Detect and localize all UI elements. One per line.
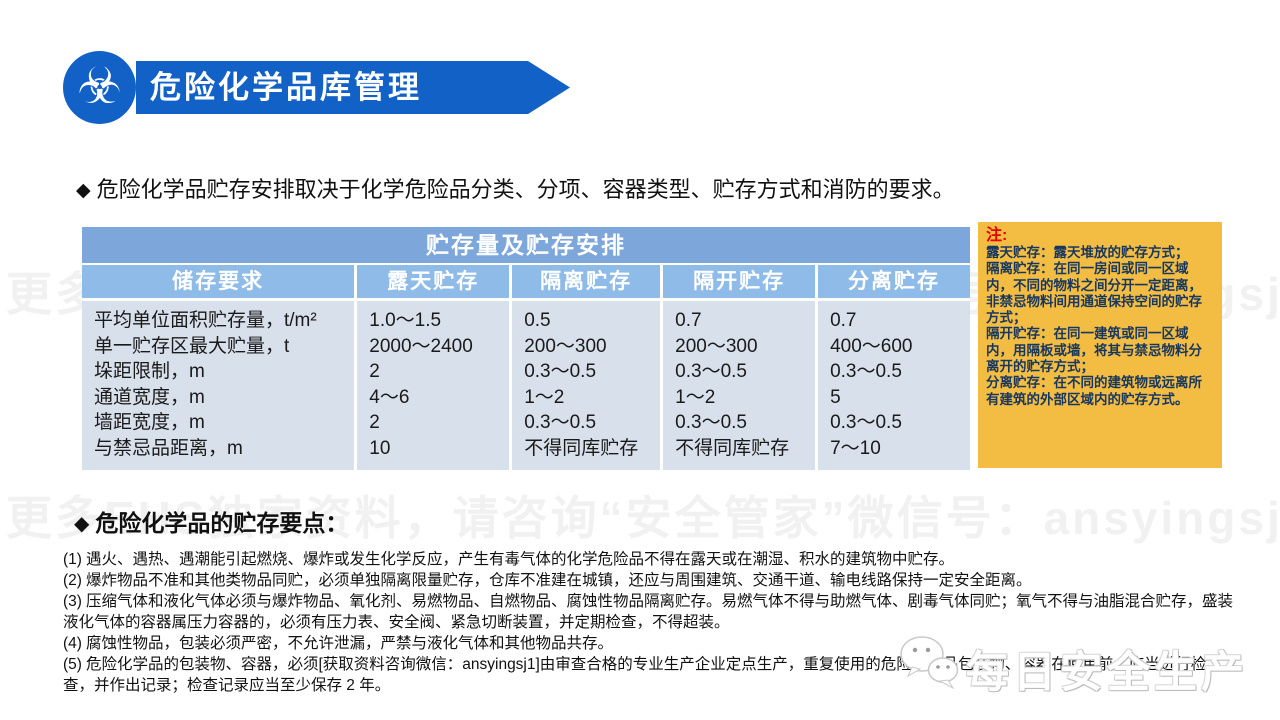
list-item: (2) 爆炸物品不准和其他类物品同贮，必须单独隔离限量贮存，仓库不准建在城镇，还应… xyxy=(63,570,1235,591)
note-desc: 在同一房间或同一区域内，不同的物料之间分开一定距离，非禁忌物料间用通道保持空间的… xyxy=(986,261,1202,326)
table-cell: 不得同库贮存 xyxy=(675,437,790,459)
column-header-requirement: 储存要求 xyxy=(82,265,355,298)
row-label: 垛距限制，m xyxy=(94,361,205,382)
watermark-text-lower: 更多EHS独家资料，请咨询“安全管家”微信号：ansyingsj1 xyxy=(6,492,1280,544)
item-text: 腐蚀性物品，包装必须严密，不允许泄漏，严禁与液化气体和其他物品共存。 xyxy=(85,635,613,652)
table-column-separated: 0.7 400～600 0.3～0.5 5 0.3～0.5 7～10 xyxy=(818,301,970,470)
note-item-open-air: 露天贮存：露天堆放的贮存方式； xyxy=(986,245,1214,261)
table-cell: 0.3～0.5 xyxy=(524,412,597,433)
item-number: (2) xyxy=(63,572,82,589)
table-column-partitioned: 0.7 200～300 0.3～0.5 1～2 0.3～0.5 不得同库贮存 xyxy=(663,301,816,470)
key-points-title: ◆ 危险化学品的贮存要点： xyxy=(74,504,348,538)
note-term: 隔离贮存： xyxy=(986,261,1054,277)
table-cell: 1～2 xyxy=(675,386,716,408)
note-term: 隔开贮存： xyxy=(986,326,1054,342)
item-text: 压缩气体和液化气体必须与爆炸物品、氧化剂、易燃物品、自燃物品、腐蚀性物品隔离贮存… xyxy=(63,593,1233,631)
key-points-list: (1) 遇火、遇热、遇潮能引起燃烧、爆炸或发生化学反应，产生有毒气体的化学危险品不… xyxy=(63,549,1235,696)
table-column-isolated: 0.5 200～300 0.3～0.5 1～2 0.3～0.5 不得同库贮存 xyxy=(512,301,661,470)
table-cell: 0.3～0.5 xyxy=(524,361,597,382)
table-cell: 7～10 xyxy=(830,437,881,459)
wechat-icon xyxy=(900,636,959,690)
note-term: 露天贮存： xyxy=(986,245,1054,260)
item-number: (5) xyxy=(63,656,82,673)
row-label: 与禁忌品距离，m xyxy=(94,437,243,459)
table-cell: 0.3～0.5 xyxy=(830,412,902,433)
table-cell: 0.7 xyxy=(675,310,702,331)
table-cell: 2000～2400 xyxy=(369,335,473,357)
brand-text: 每日安全生产 xyxy=(966,649,1248,697)
brand-watermark: 每日安全生产 xyxy=(898,634,1248,700)
table-cell: 2 xyxy=(369,412,380,433)
item-number: (1) xyxy=(63,551,82,568)
table-body: 平均单位面积贮存量，t/m² 单一贮存区最大贮量，t 垛距限制，m 通道宽度，m… xyxy=(82,301,970,470)
table-column-requirements: 平均单位面积贮存量，t/m² 单一贮存区最大贮量，t 垛距限制，m 通道宽度，m… xyxy=(82,301,355,470)
item-number: (4) xyxy=(63,635,82,652)
key-points-title-text: 危险化学品的贮存要点： xyxy=(95,510,349,536)
storage-table: 贮存量及贮存安排 储存要求 露天贮存 隔离贮存 隔开贮存 分离贮存 平均单位面积… xyxy=(82,227,970,470)
table-cell: 10 xyxy=(369,437,391,459)
table-cell: 5 xyxy=(830,386,841,408)
note-term: 分离贮存： xyxy=(986,375,1054,391)
table-cell: 不得同库贮存 xyxy=(524,437,639,459)
note-item-separated: 分离贮存：在不同的建筑物或远离所有建筑的外部区域内的贮存方式。 xyxy=(986,375,1214,408)
item-text: 爆炸物品不准和其他类物品同贮，必须单独隔离限量贮存，仓库不准建在城镇，还应与周围… xyxy=(85,572,1032,589)
table-cell: 200～300 xyxy=(675,335,758,357)
table-cell: 1～2 xyxy=(524,386,565,408)
biohazard-icon: ☣ xyxy=(63,51,136,124)
note-desc: 露天堆放的贮存方式； xyxy=(1053,245,1189,260)
note-label: 注: xyxy=(986,227,1008,244)
table-cell: 2 xyxy=(369,361,380,382)
column-header-isolated: 隔离贮存 xyxy=(512,265,661,298)
table-cell: 0.3～0.5 xyxy=(675,412,747,433)
section-banner: 危险化学品库管理 xyxy=(136,61,570,114)
table-cell: 0.5 xyxy=(524,310,551,331)
table-cell: 0.3～0.5 xyxy=(830,361,902,382)
intro-statement: ◆ 危险化学品贮存安排取决于化学危险品分类、分项、容器类型、贮存方式和消防的要求。 xyxy=(76,172,955,204)
column-header-partitioned: 隔开贮存 xyxy=(663,265,816,298)
note-item-partitioned: 隔开贮存：在同一建筑或同一区域内，用隔板或墙，将其与禁忌物料分离开的贮存方式； xyxy=(986,326,1214,375)
note-item-isolated: 隔离贮存：在同一房间或同一区域内，不同的物料之间分开一定距离，非禁忌物料间用通道… xyxy=(986,261,1214,326)
item-number: (3) xyxy=(63,593,82,610)
list-item: (1) 遇火、遇热、遇潮能引起燃烧、爆炸或发生化学反应，产生有毒气体的化学危险品不… xyxy=(63,549,1235,570)
table-cell: 0.7 xyxy=(830,310,857,331)
table-cell: 400～600 xyxy=(830,335,913,357)
row-label: 单一贮存区最大贮量，t xyxy=(94,335,290,357)
note-desc: 在不同的建筑物或远离所有建筑的外部区域内的贮存方式。 xyxy=(986,375,1202,407)
table-title: 贮存量及贮存安排 xyxy=(82,227,970,263)
biohazard-glyph: ☣ xyxy=(77,58,122,114)
row-label: 通道宽度，m xyxy=(94,386,205,408)
list-item: (3) 压缩气体和液化气体必须与爆炸物品、氧化剂、易燃物品、自燃物品、腐蚀性物品隔… xyxy=(63,591,1235,633)
intro-text: 危险化学品贮存安排取决于化学危险品分类、分项、容器类型、贮存方式和消防的要求。 xyxy=(96,177,955,202)
column-header-separated: 分离贮存 xyxy=(818,265,970,298)
table-cell: 4～6 xyxy=(369,386,410,408)
row-label: 墙距宽度，m xyxy=(94,412,205,433)
note-desc: 在同一建筑或同一区域内，用隔板或墙，将其与禁忌物料分离开的贮存方式； xyxy=(986,326,1202,375)
table-cell: 200～300 xyxy=(524,335,607,357)
item-text: 遇火、遇热、遇潮能引起燃烧、爆炸或发生化学反应，产生有毒气体的化学危险品不得在露… xyxy=(85,551,954,568)
diamond-bullet-icon: ◆ xyxy=(74,513,90,535)
row-label: 平均单位面积贮存量，t/m² xyxy=(94,310,317,331)
diamond-bullet-icon: ◆ xyxy=(76,180,91,201)
table-header-row: 储存要求 露天贮存 隔离贮存 隔开贮存 分离贮存 xyxy=(82,265,970,298)
table-column-open-air: 1.0～1.5 2000～2400 2 4～6 2 10 xyxy=(357,301,510,470)
table-cell: 1.0～1.5 xyxy=(369,310,442,331)
table-cell: 0.3～0.5 xyxy=(675,361,747,382)
list-item: (4) 腐蚀性物品，包装必须严密，不允许泄漏，严禁与液化气体和其他物品共存。 xyxy=(63,633,1235,654)
page-title: 危险化学品库管理 xyxy=(150,70,422,105)
column-header-open-air: 露天贮存 xyxy=(357,265,510,298)
note-box: 注: 露天贮存：露天堆放的贮存方式； 隔离贮存：在同一房间或同一区域内，不同的物… xyxy=(978,222,1222,468)
